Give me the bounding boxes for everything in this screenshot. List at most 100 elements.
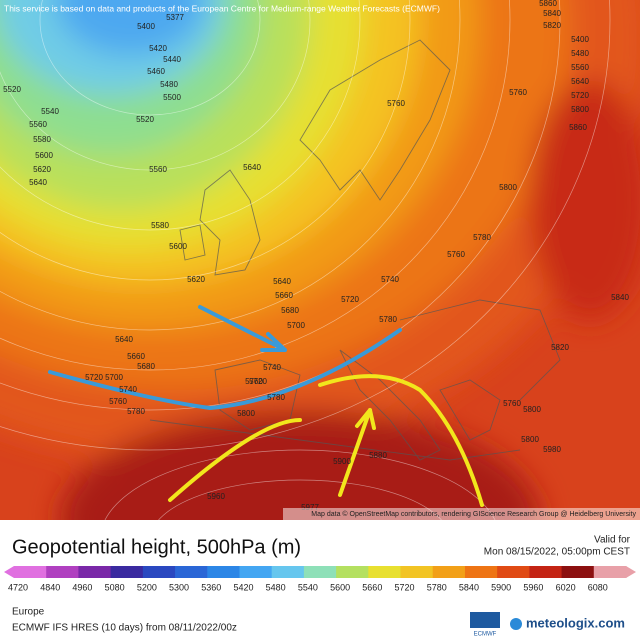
- contour-label: 5977: [301, 503, 319, 512]
- contour-label: 5640: [243, 163, 261, 172]
- colorbar-swatch: [14, 566, 47, 578]
- colorbar-tick-label: 5200: [137, 582, 157, 592]
- logo-icon: [510, 618, 522, 630]
- colorbar-tick-label: 5600: [330, 582, 350, 592]
- colorbar-tick-label: 5300: [169, 582, 189, 592]
- contour-label: 5760: [245, 377, 263, 386]
- contour-label: 5377: [166, 13, 184, 22]
- contour-label: 5720: [85, 373, 103, 382]
- contour-label: 5420: [149, 44, 167, 53]
- contour-label: 5900: [333, 457, 351, 466]
- contour-label: 5800: [237, 409, 255, 418]
- colorbar-tick-label: 5420: [233, 582, 253, 592]
- colorbar-swatch: [336, 566, 369, 578]
- contour-label: 5740: [381, 275, 399, 284]
- contour-label: 5620: [33, 165, 51, 174]
- colorbar-tick-label: 5540: [298, 582, 318, 592]
- contour-label: 5760: [109, 397, 127, 406]
- contour-label: 5800: [523, 405, 541, 414]
- valid-label: Valid for: [594, 535, 631, 546]
- contour-label: 5400: [571, 35, 589, 44]
- title: Geopotential height, 500hPa (m): [12, 536, 301, 558]
- contour-label: 5640: [571, 77, 589, 86]
- colorbar-tick-label: 5360: [201, 582, 221, 592]
- colorbar-end: [626, 566, 636, 578]
- colorbar-swatch: [78, 566, 112, 578]
- contour-label: 5760: [503, 399, 521, 408]
- contour-label: 5860: [539, 0, 557, 8]
- contour-label: 5660: [275, 291, 293, 300]
- contour-label: 5840: [543, 9, 561, 18]
- colorbar-tick-label: 5660: [362, 582, 382, 592]
- colorbar-tick-label: 5720: [395, 582, 415, 592]
- colorbar-tick-label: 5900: [491, 582, 511, 592]
- contour-label: 5680: [137, 362, 155, 371]
- contour-label: 5720: [571, 91, 589, 100]
- colorbar-swatch: [432, 566, 466, 578]
- contour-label: 5460: [147, 67, 165, 76]
- contour-label: 5700: [105, 373, 123, 382]
- colorbar-swatch: [239, 566, 273, 578]
- colorbar-tick-label: 5780: [427, 582, 447, 592]
- contour-label: 5640: [273, 277, 291, 286]
- contour-label: 5560: [149, 165, 167, 174]
- colorbar-swatch: [561, 566, 595, 578]
- contour-label: 5500: [163, 93, 181, 102]
- contour-label: 5980: [543, 445, 561, 454]
- contour-label: 5720: [249, 377, 267, 386]
- contour-label: 5740: [263, 363, 281, 372]
- attribution-bg: [283, 508, 640, 520]
- contour-label: 5880: [369, 451, 387, 460]
- contour-label: 5480: [160, 80, 178, 89]
- colorbar-tick-label: 4840: [40, 582, 60, 592]
- colorbar-swatch: [368, 566, 402, 578]
- contour-label: 5840: [611, 293, 629, 302]
- contour-label: 5600: [35, 151, 53, 160]
- contour-label: 5520: [3, 85, 21, 94]
- contour-label: 5780: [267, 393, 285, 402]
- ecmwf-logo-mark: [470, 612, 500, 628]
- colorbar-tick-label: 5960: [523, 582, 543, 592]
- contour-label: 5860: [569, 123, 587, 132]
- colorbar-swatch: [271, 566, 305, 578]
- contour-label: 5640: [29, 178, 47, 187]
- colorbar-swatch: [303, 566, 337, 578]
- colorbar-swatch: [207, 566, 240, 578]
- colorbar-tick-label: 4720: [8, 582, 28, 592]
- contour-label: 5720: [341, 295, 359, 304]
- colorbar-swatch: [593, 566, 627, 578]
- contour-label: 5760: [509, 88, 527, 97]
- flow-arrows: [48, 305, 484, 507]
- region: Europe: [12, 607, 45, 618]
- contour-label: 5760: [447, 250, 465, 259]
- colorbar-tick-label: 5080: [105, 582, 125, 592]
- contour-label: 5820: [543, 21, 561, 30]
- colorbar-swatch: [46, 566, 79, 578]
- colorbar-tick-label: 4960: [72, 582, 92, 592]
- colorbar-swatch: [400, 566, 434, 578]
- contour-label: 5540: [41, 107, 59, 116]
- contour-label: 5520: [136, 115, 154, 124]
- colorbar-tick-label: 6020: [556, 582, 576, 592]
- contour-label: 5780: [127, 407, 145, 416]
- contour-label: 5780: [473, 233, 491, 242]
- colorbar-tick-label: 6080: [588, 582, 608, 592]
- valid-time: Mon 08/15/2022, 05:00pm CEST: [484, 547, 630, 558]
- contour-label: 5440: [163, 55, 181, 64]
- contour-label: 5640: [115, 335, 133, 344]
- contour-label: 5960: [207, 492, 225, 501]
- colorbar-tick-label: 5840: [459, 582, 479, 592]
- contour-label: 5580: [33, 135, 51, 144]
- contour-label: 5760: [387, 99, 405, 108]
- contour-label: 5820: [551, 343, 569, 352]
- contour-label: 5400: [137, 22, 155, 31]
- contour-label: 5620: [187, 275, 205, 284]
- contour-label: 5800: [571, 105, 589, 114]
- colorbar-swatch: [142, 566, 176, 578]
- contour-label: 5560: [571, 63, 589, 72]
- contours: [0, 0, 611, 520]
- disclaimer: This service is based on data and produc…: [4, 3, 440, 13]
- logo: meteologix.com: [526, 615, 625, 630]
